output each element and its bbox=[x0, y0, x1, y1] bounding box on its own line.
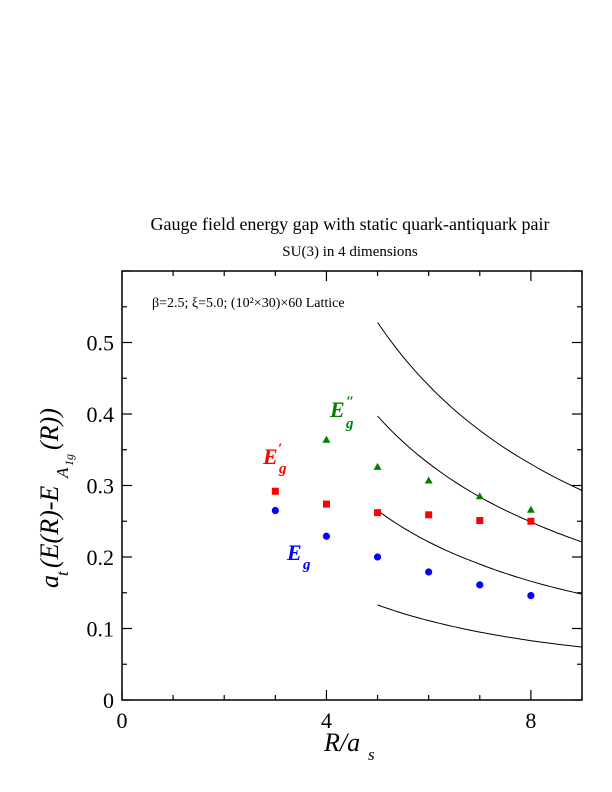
svg-text:s: s bbox=[368, 745, 375, 764]
svg-text:E: E bbox=[329, 397, 345, 422]
chart-subtitle: SU(3) in 4 dimensions bbox=[282, 244, 418, 260]
y-tick-label: 0.1 bbox=[87, 617, 115, 642]
data-point-square bbox=[476, 517, 484, 525]
svg-text:E: E bbox=[286, 540, 302, 565]
data-point-circle bbox=[476, 581, 484, 589]
data-point-triangle bbox=[475, 492, 484, 500]
y-axis-label: a t (E(R)-E A 1g (R)) bbox=[35, 408, 76, 588]
data-point-circle bbox=[373, 553, 382, 561]
svg-text:A: A bbox=[53, 467, 72, 479]
plot-frame bbox=[121, 270, 583, 701]
theory-curve bbox=[377, 510, 583, 595]
svg-text:1g: 1g bbox=[62, 454, 76, 466]
svg-text:g: g bbox=[345, 416, 354, 432]
data-point-square bbox=[425, 511, 433, 519]
y-tick-label: 0.3 bbox=[87, 474, 115, 499]
data-point-square bbox=[374, 509, 382, 517]
svg-text:′: ′ bbox=[278, 441, 282, 457]
x-axis-label: R/a s bbox=[323, 728, 375, 764]
data-point-circle bbox=[527, 592, 535, 600]
data-points bbox=[271, 435, 535, 600]
data-point-circle bbox=[425, 568, 433, 576]
y-tick-label: 0 bbox=[103, 688, 114, 713]
y-tick-label: 0.2 bbox=[87, 545, 115, 570]
theory-curve bbox=[377, 604, 583, 648]
svg-text:(R)): (R)) bbox=[35, 408, 64, 450]
y-tick-label: 0.5 bbox=[87, 331, 115, 356]
curves bbox=[377, 322, 583, 648]
svg-text:E: E bbox=[262, 444, 278, 469]
data-point-circle bbox=[271, 506, 279, 515]
theory-curve bbox=[377, 322, 583, 491]
y-tick-label: 0.4 bbox=[87, 402, 115, 427]
data-point-triangle bbox=[424, 476, 433, 484]
svg-text:g: g bbox=[302, 557, 311, 573]
svg-text:R/a: R/a bbox=[323, 728, 360, 757]
x-tick-label: 0 bbox=[117, 708, 128, 733]
data-point-triangle bbox=[322, 435, 331, 443]
series-label-e-g: E g bbox=[286, 540, 311, 573]
lattice-annotation: β=2.5; ξ=5.0; (10²×30)×60 Lattice bbox=[152, 296, 345, 311]
axis-ticks: 0 4 8 0 0.1 0.2 0.3 0.4 0.5 bbox=[87, 270, 583, 733]
svg-text:t: t bbox=[53, 570, 72, 576]
data-point-square bbox=[322, 500, 330, 508]
data-point-square bbox=[271, 487, 279, 495]
svg-text:a: a bbox=[35, 575, 64, 588]
svg-text:g: g bbox=[278, 461, 287, 477]
data-point-square bbox=[527, 517, 535, 525]
svg-text:″: ″ bbox=[346, 394, 354, 410]
series-label-e-g-double-prime: E ″ g bbox=[329, 394, 354, 432]
data-point-circle bbox=[322, 532, 331, 540]
x-tick-label: 4 bbox=[321, 708, 332, 733]
svg-text:(E(R)-E: (E(R)-E bbox=[35, 486, 64, 568]
x-tick-label: 8 bbox=[525, 708, 536, 733]
data-point-triangle bbox=[526, 505, 535, 513]
data-point-triangle bbox=[373, 462, 382, 470]
series-label-e-g-prime: E ′ g bbox=[262, 441, 287, 477]
chart-title: Gauge field energy gap with static quark… bbox=[150, 214, 549, 234]
